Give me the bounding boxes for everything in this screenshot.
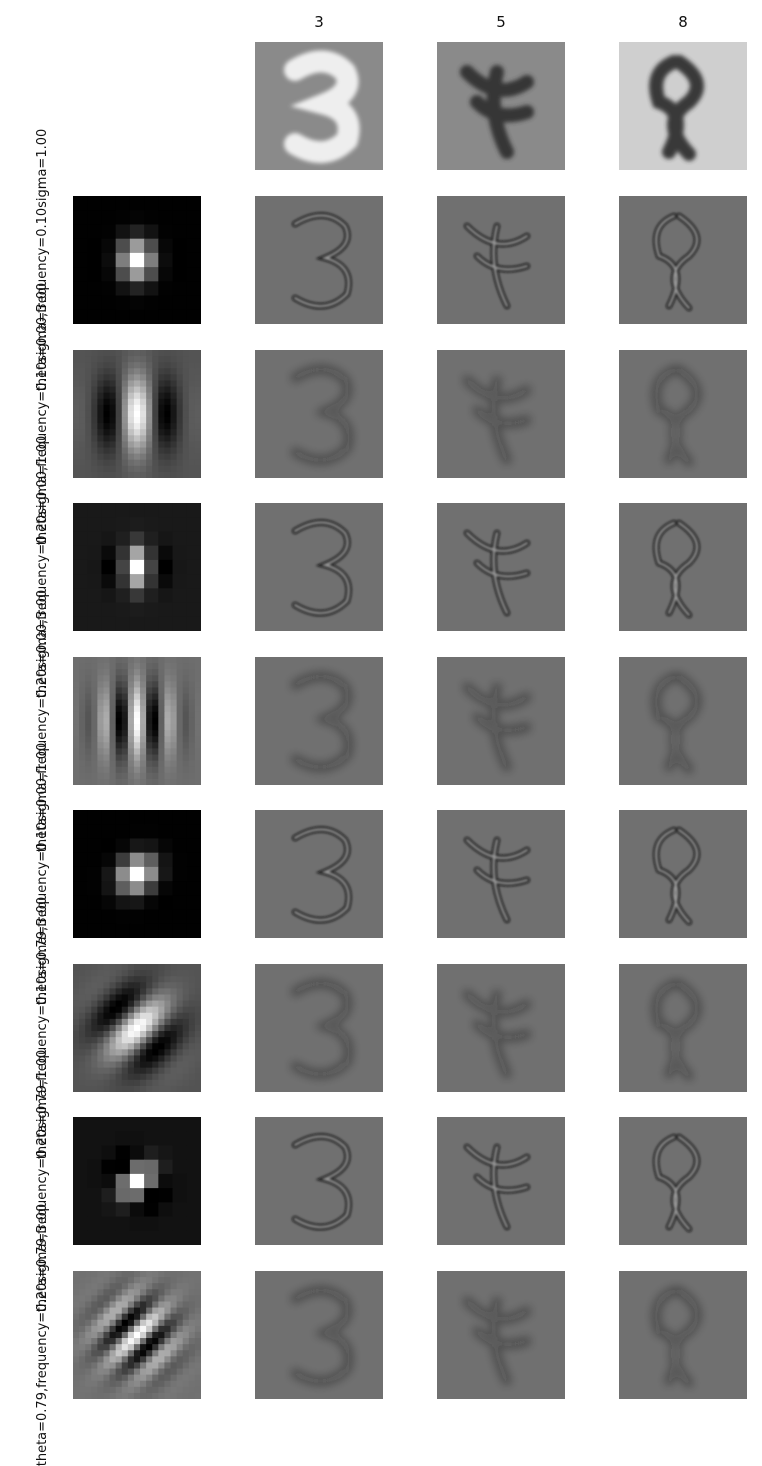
filtered-image-8: [619, 964, 747, 1092]
column-title: 5: [496, 13, 506, 31]
row-label-line: sigma=3.00: [34, 282, 50, 362]
filtered-response: [255, 964, 383, 1092]
filtered-image-5: [437, 42, 565, 170]
filtered-image-3: [255, 810, 383, 938]
filtered-image-8: [619, 196, 747, 324]
filtered-image-5: [437, 657, 565, 785]
filtered-response: [255, 810, 383, 938]
filtered-image-3: [255, 1117, 383, 1245]
filtered-response: [255, 196, 383, 324]
row-label-line: sigma=3.00: [34, 1203, 50, 1283]
filtered-image-5: [437, 1271, 565, 1399]
filtered-image-5: [437, 503, 565, 631]
gabor-kernel: [73, 196, 201, 324]
gabor-kernel-image: [73, 810, 201, 938]
column-title: 3: [314, 13, 324, 31]
original-image: [619, 42, 747, 170]
gabor-kernel: [73, 350, 201, 478]
filtered-response: [619, 657, 747, 785]
gabor-kernel-image: [73, 350, 201, 478]
filtered-response: [619, 810, 747, 938]
gabor-kernel: [73, 1117, 201, 1245]
gabor-kernel: [73, 657, 201, 785]
filtered-response: [437, 503, 565, 631]
filtered-image-8: [619, 1117, 747, 1245]
original-image: [437, 42, 565, 170]
original-image: [255, 42, 383, 170]
row-label-line: sigma=1.00: [34, 435, 50, 515]
filtered-image-3: [255, 503, 383, 631]
filtered-response: [255, 1117, 383, 1245]
row-label-line: sigma=1.00: [34, 742, 50, 822]
filtered-response: [619, 503, 747, 631]
gabor-kernel: [73, 810, 201, 938]
filtered-response: [255, 1271, 383, 1399]
gabor-kernel-image: [73, 503, 201, 631]
row-label: theta=0.79, frequency=0.20 sigma=3.00: [12, 1204, 72, 1466]
filtered-image-8: [619, 503, 747, 631]
gabor-kernel-image: [73, 657, 201, 785]
filtered-response: [255, 657, 383, 785]
filtered-image-3: [255, 1271, 383, 1399]
filtered-response: [437, 350, 565, 478]
filtered-response: [255, 350, 383, 478]
filtered-image-5: [437, 1117, 565, 1245]
filtered-image-5: [437, 810, 565, 938]
row-label-line: sigma=3.00: [34, 589, 50, 669]
filtered-image-3: [255, 964, 383, 1092]
filtered-image-3: [255, 196, 383, 324]
row-label-line: sigma=1.00: [34, 1049, 50, 1129]
filtered-response: [437, 1271, 565, 1399]
filtered-image-3: [255, 350, 383, 478]
filtered-response: [255, 503, 383, 631]
gabor-kernel-image: [73, 196, 201, 324]
filtered-image-8: [619, 42, 747, 170]
row-label-line: sigma=3.00: [34, 896, 50, 976]
filtered-image-5: [437, 350, 565, 478]
gabor-kernel-image: [73, 1117, 201, 1245]
filtered-response: [619, 1271, 747, 1399]
filtered-image-5: [437, 964, 565, 1092]
filtered-response: [619, 964, 747, 1092]
gabor-kernel: [73, 964, 201, 1092]
filtered-image-3: [255, 657, 383, 785]
filtered-image-8: [619, 350, 747, 478]
column-title: 8: [678, 13, 688, 31]
filtered-image-3: [255, 42, 383, 170]
filtered-response: [437, 1117, 565, 1245]
row-label-line: frequency=0.20: [34, 1282, 50, 1388]
filtered-response: [437, 196, 565, 324]
filtered-image-8: [619, 810, 747, 938]
row-label-line: theta=0.79,: [34, 1387, 50, 1466]
filtered-image-5: [437, 196, 565, 324]
filtered-image-8: [619, 1271, 747, 1399]
row-label-line: sigma=1.00: [34, 128, 50, 208]
filtered-response: [619, 1117, 747, 1245]
filtered-response: [437, 810, 565, 938]
gabor-kernel-image: [73, 1271, 201, 1399]
filtered-response: [437, 964, 565, 1092]
filtered-response: [437, 657, 565, 785]
gabor-kernel: [73, 503, 201, 631]
gabor-kernel: [73, 1271, 201, 1399]
filtered-response: [619, 350, 747, 478]
gabor-kernel-image: [73, 964, 201, 1092]
filtered-response: [619, 196, 747, 324]
filtered-image-8: [619, 657, 747, 785]
